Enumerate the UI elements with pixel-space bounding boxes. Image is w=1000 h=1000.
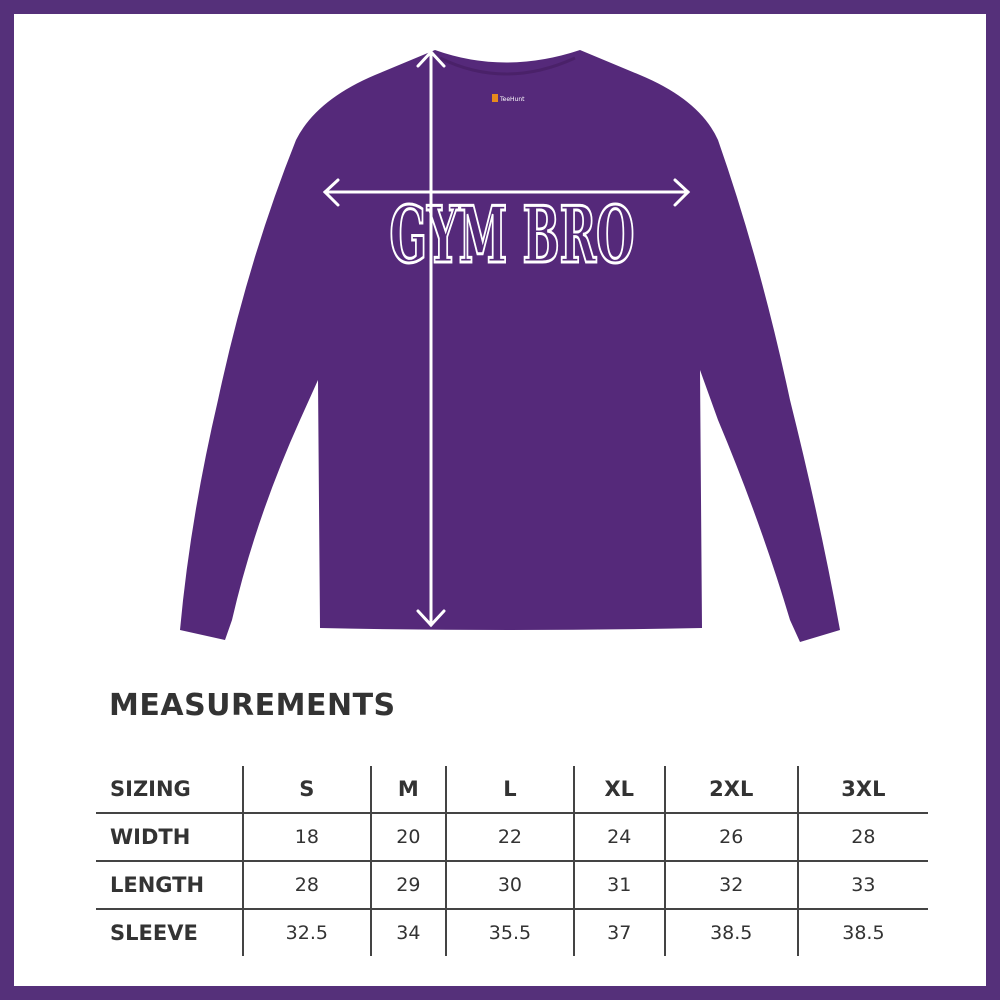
length-arrow: [416, 49, 446, 628]
table-cell: 28: [796, 812, 928, 861]
neck-label: TeeHunt: [492, 94, 525, 103]
svg-text:TeeHunt: TeeHunt: [499, 96, 525, 103]
table-cell: 32.5: [242, 908, 371, 956]
header-cell: S: [242, 766, 371, 813]
table-cell: 22: [445, 812, 574, 861]
measurements-title: MEASUREMENTS: [109, 688, 396, 723]
table-cell: 31: [572, 860, 665, 909]
table-cell: 38.5: [796, 908, 928, 956]
table-cell: 38.5: [663, 908, 798, 956]
table-cell: 37: [572, 908, 665, 956]
table-cell: 30: [445, 860, 574, 909]
table-cell: 35.5: [445, 908, 574, 956]
table-cell: 28: [242, 860, 371, 909]
table-row: SLEEVE 32.5 34 35.5 37 38.5 38.5: [96, 908, 928, 956]
table-cell: 20: [369, 812, 447, 861]
shirt-body: [180, 50, 840, 642]
table-cell: 18: [242, 812, 371, 861]
table-cell: 32: [663, 860, 798, 909]
width-arrow: [322, 178, 691, 207]
header-cell: 3XL: [796, 766, 928, 813]
table-row: LENGTH 28 29 30 31 32 33: [96, 860, 928, 909]
table-row: WIDTH 18 20 22 24 26 28: [96, 812, 928, 861]
header-cell: M: [369, 766, 447, 813]
table-cell: 26: [663, 812, 798, 861]
row-label: WIDTH: [96, 812, 243, 861]
header-cell: XL: [572, 766, 665, 813]
header-cell: L: [445, 766, 574, 813]
row-label: LENGTH: [96, 860, 243, 909]
size-chart-table: SIZING S M L XL 2XL 3XL WIDTH 18 20 22 2…: [96, 766, 928, 956]
row-label: SLEEVE: [96, 908, 243, 956]
table-cell: 24: [572, 812, 665, 861]
table-cell: 29: [369, 860, 447, 909]
table-cell: 33: [796, 860, 928, 909]
header-cell: 2XL: [663, 766, 798, 813]
table-cell: 34: [369, 908, 447, 956]
shirt-image: TeeHunt GYM BRO: [180, 49, 840, 642]
table-header-row: SIZING S M L XL 2XL 3XL: [96, 766, 928, 813]
header-cell: SIZING: [110, 777, 191, 801]
print-text: GYM BRO: [390, 190, 635, 281]
